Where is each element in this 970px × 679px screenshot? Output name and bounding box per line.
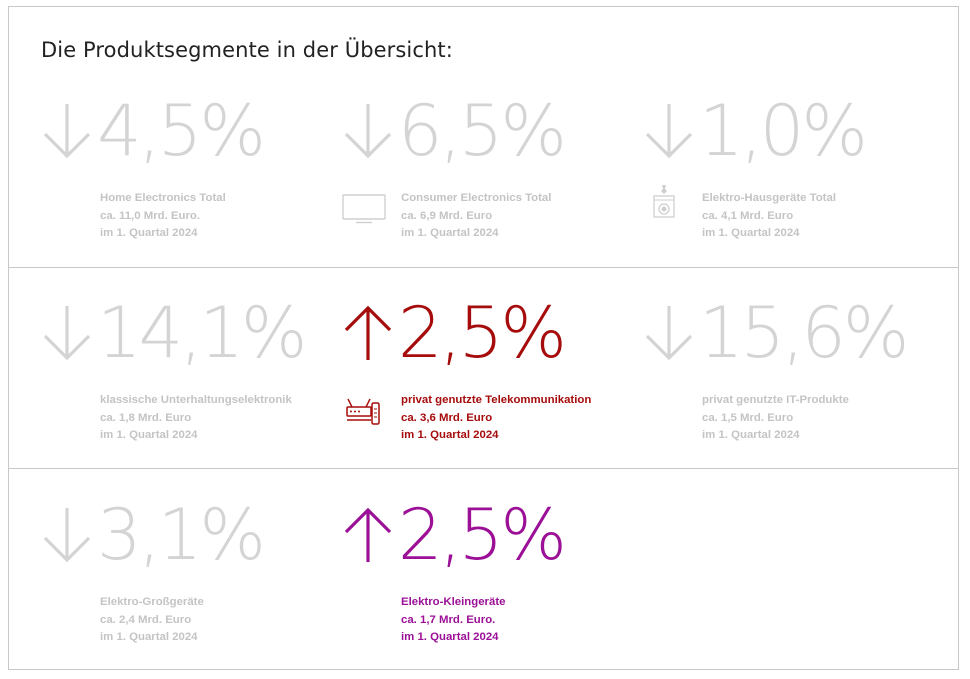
up-arrow-icon bbox=[344, 507, 392, 562]
segment-amount: ca. 1,7 Mrd. Euro. bbox=[401, 613, 496, 626]
segment-amount: ca. 6,9 Mrd. Euro bbox=[401, 209, 493, 222]
segments-panel: Die Produktsegmente in der Übersicht: 4,… bbox=[8, 6, 959, 670]
segment-amount: ca. 4,1 Mrd. Euro bbox=[702, 209, 794, 222]
segment-amount: ca. 1,5 Mrd. Euro bbox=[702, 411, 794, 424]
segment-name: Consumer Electronics Total bbox=[401, 192, 552, 204]
segment-value: 3,1% bbox=[97, 494, 266, 576]
segment-amount: ca. 2,4 Mrd. Euro bbox=[100, 613, 192, 626]
segment-value: 4,5% bbox=[97, 90, 266, 172]
segment-large-appliances: 3,1% Elektro-Großgeräte ca. 2,4 Mrd. Eur… bbox=[41, 494, 341, 643]
segment-home-electronics: 4,5% Home Electronics Total ca. 11,0 Mrd… bbox=[41, 90, 341, 239]
segment-period: im 1. Quartal 2024 bbox=[401, 227, 499, 239]
segment-amount: ca. 11,0 Mrd. Euro. bbox=[100, 209, 201, 222]
segment-small-appliances: 2,5% Elektro-Kleingeräte ca. 1,7 Mrd. Eu… bbox=[342, 494, 642, 643]
segment-amount: ca. 3,6 Mrd. Euro bbox=[401, 411, 493, 424]
down-arrow-icon bbox=[43, 306, 91, 361]
segment-classic-entertainment: 14,1% klassische Unterhaltungselektronik… bbox=[41, 292, 341, 441]
segment-period: im 1. Quartal 2024 bbox=[100, 631, 198, 643]
segment-name: privat genutzte Telekommunikation bbox=[401, 394, 592, 406]
segment-it-products: 15,6% privat genutzte IT-Produkte ca. 1,… bbox=[643, 292, 943, 441]
down-arrow-icon bbox=[645, 306, 693, 361]
washing-machine-icon bbox=[653, 185, 675, 218]
segment-value: 15,6% bbox=[699, 292, 909, 374]
segment-value: 2,5% bbox=[398, 292, 567, 374]
segment-name: klassische Unterhaltungselektronik bbox=[100, 394, 292, 406]
router-phone-icon bbox=[346, 398, 380, 425]
segment-value: 1,0% bbox=[699, 90, 868, 172]
up-arrow-icon bbox=[344, 305, 392, 360]
segment-value: 6,5% bbox=[398, 90, 567, 172]
down-arrow-icon bbox=[645, 104, 693, 159]
segment-value: 14,1% bbox=[97, 292, 307, 374]
down-arrow-icon bbox=[344, 104, 392, 159]
row-divider bbox=[9, 468, 958, 469]
down-arrow-icon bbox=[43, 508, 91, 563]
segment-household-appliances: 1,0% Elektro-Hausgeräte Total ca. 4,1 Mr… bbox=[643, 90, 943, 239]
segment-name: Home Electronics Total bbox=[100, 192, 226, 204]
segment-telecommunication: 2,5% privat genutzte Telekommunikation c… bbox=[342, 292, 642, 441]
page-title: Die Produktsegmente in der Übersicht: bbox=[41, 38, 453, 62]
segment-period: im 1. Quartal 2024 bbox=[401, 429, 499, 441]
segment-period: im 1. Quartal 2024 bbox=[702, 227, 800, 239]
segment-value: 2,5% bbox=[398, 494, 567, 576]
segment-consumer-electronics: 6,5% Consumer Electronics Total ca. 6,9 … bbox=[342, 90, 642, 239]
segment-name: Elektro-Kleingeräte bbox=[401, 596, 506, 608]
segment-period: im 1. Quartal 2024 bbox=[100, 429, 198, 441]
down-arrow-icon bbox=[43, 104, 91, 159]
segment-period: im 1. Quartal 2024 bbox=[702, 429, 800, 441]
segment-amount: ca. 1,8 Mrd. Euro bbox=[100, 411, 192, 424]
segment-period: im 1. Quartal 2024 bbox=[401, 631, 499, 643]
segment-name: privat genutzte IT-Produkte bbox=[702, 394, 849, 406]
segment-name: Elektro-Großgeräte bbox=[100, 596, 204, 608]
row-divider bbox=[9, 267, 958, 268]
segment-name: Elektro-Hausgeräte Total bbox=[702, 192, 836, 204]
segment-period: im 1. Quartal 2024 bbox=[100, 227, 198, 239]
tv-icon bbox=[342, 194, 386, 224]
